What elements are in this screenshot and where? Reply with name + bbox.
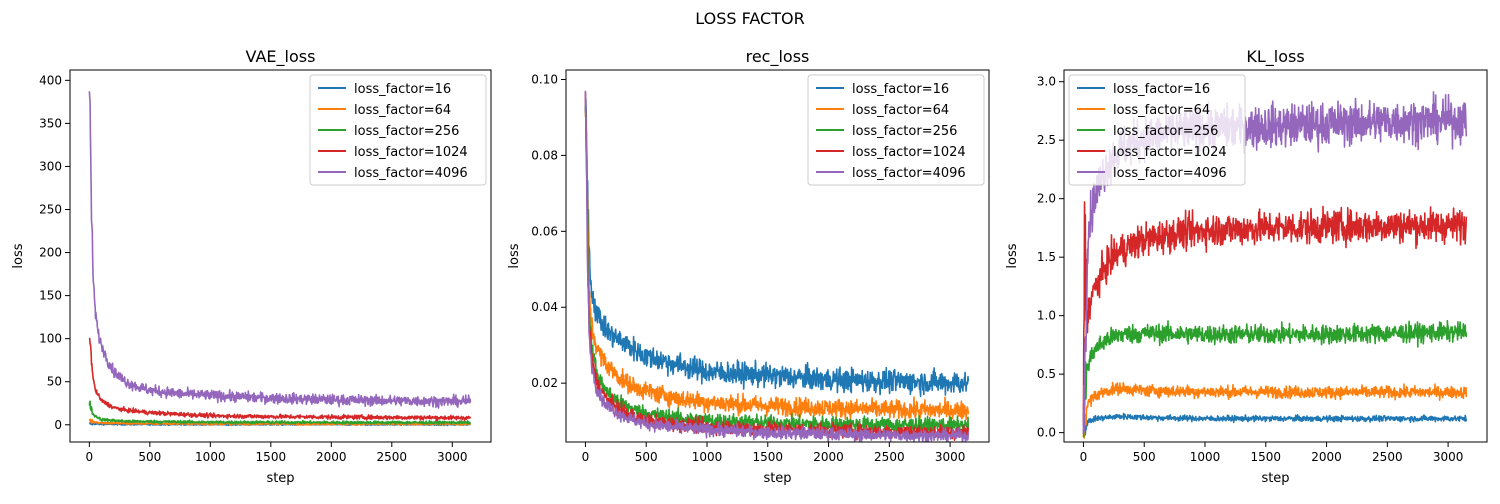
series-line-loss_factor=4096 [584,90,970,442]
series-line-loss_factor=16 [584,98,970,398]
legend-entry: loss_factor=64 [852,103,949,118]
x-tick-label: 1500 [753,450,784,464]
y-tick-label: 0.04 [531,300,558,314]
legend-box [807,74,985,186]
y-tick-label: 0.10 [531,72,558,86]
x-tick-label: 3000 [437,450,468,464]
x-tick-label: 3000 [1433,450,1464,464]
subplot-title: VAE_loss [246,47,316,67]
legend-entry: loss_factor=256 [1113,124,1218,139]
y-tick-label: 1.5 [1037,250,1056,264]
plot-frame [1063,69,1488,443]
y-tick-label: 0.5 [1037,367,1056,381]
legend-box [1068,74,1246,186]
series-line-loss_factor=256 [1082,319,1468,438]
legend-entry: loss_factor=4096 [1113,166,1227,181]
subplot-VAE_loss: VAE_loss 0 500 1000 1500 2000 2500 3000 0 50 100 15… [11,47,492,486]
x-tick-label: 500 [1133,450,1156,464]
x-tick-label: 2500 [1372,450,1403,464]
x-tick-label: 0 [582,450,590,464]
y-tick-label: 400 [39,73,62,87]
x-axis-label: step [266,471,294,486]
y-tick-label: 100 [39,332,62,346]
legend-entry: loss_factor=1024 [354,145,468,160]
subplot-rec_loss: rec_loss 0 500 1000 1500 2000 2500 3000 0.02 0.04… [507,47,990,486]
x-tick-label: 2500 [874,450,905,464]
y-tick-label: 350 [39,116,62,130]
subplot-title: KL_loss [1246,47,1304,67]
series-line-loss_factor=256 [88,400,471,426]
x-axis-label: step [1261,471,1289,486]
x-tick-label: 1000 [1190,450,1221,464]
y-tick-label: 200 [39,246,62,260]
y-axis-label: loss [1005,243,1020,268]
series-line-loss_factor=64 [584,108,970,424]
subplot-KL_loss: KL_loss 0 500 1000 1500 2000 2500 3000 0.0 0.5 1.0… [1005,47,1488,486]
x-tick-label: 2000 [1311,450,1342,464]
y-tick-label: 150 [39,289,62,303]
y-tick-label: 50 [47,375,62,389]
x-tick-label: 2500 [377,450,408,464]
x-axis-label: step [763,471,791,486]
plot-frame [69,69,492,443]
legend-entry: loss_factor=16 [1113,82,1210,97]
legend-entry: loss_factor=4096 [354,166,468,181]
plot-lines [1082,91,1468,439]
legend-box [309,74,487,186]
series-line-loss_factor=4096 [88,91,472,409]
series-line-loss_factor=64 [1082,381,1468,439]
series-line-loss_factor=16 [1082,412,1468,437]
legend-entry: loss_factor=1024 [1113,145,1227,160]
y-tick-label: 250 [39,203,62,217]
x-tick-label: 500 [138,450,161,464]
x-tick-label: 1500 [1251,450,1282,464]
legend-entry: loss_factor=1024 [852,145,966,160]
legend-entry: loss_factor=16 [852,82,949,97]
plot-lines [88,91,472,427]
legend-entry: loss_factor=256 [354,124,459,139]
x-tick-label: 3000 [935,450,966,464]
x-tick-label: 0 [86,450,94,464]
y-tick-label: 2.5 [1037,133,1056,147]
figure-title: LOSS FACTOR [695,9,804,28]
y-axis-label: loss [507,243,522,268]
legend-entry: loss_factor=64 [1113,103,1210,118]
subplot-title: rec_loss [746,47,810,67]
x-tick-label: 1000 [692,450,723,464]
series-line-loss_factor=1024 [1082,201,1468,426]
y-tick-label: 0.08 [531,148,558,162]
x-tick-label: 2000 [316,450,347,464]
legend: loss_factor=16 loss_factor=64 loss_factor=… [807,74,985,186]
x-tick-label: 1500 [256,450,287,464]
x-tick-label: 0 [1080,450,1088,464]
y-tick-label: 0 [54,418,62,432]
x-tick-label: 1000 [195,450,226,464]
y-tick-label: 1.0 [1037,309,1056,323]
series-line-loss_factor=1024 [88,337,472,422]
legend-entry: loss_factor=16 [354,82,451,97]
legend-entry: loss_factor=4096 [852,166,966,181]
y-tick-label: 2.0 [1037,192,1056,206]
plot-lines [584,90,970,442]
y-tick-label: 0.0 [1037,426,1056,440]
y-tick-label: 3.0 [1037,75,1056,89]
plot-frame [565,69,990,443]
y-axis-label: loss [11,243,26,268]
legend-entry: loss_factor=64 [354,103,451,118]
legend-entry: loss_factor=256 [852,124,957,139]
legend: loss_factor=16 loss_factor=64 loss_factor=… [1068,74,1246,186]
y-tick-label: 0.06 [531,224,558,238]
y-tick-label: 300 [39,159,62,173]
y-tick-label: 0.02 [531,376,558,390]
x-tick-label: 2000 [813,450,844,464]
legend: loss_factor=16 loss_factor=64 loss_factor=… [309,74,487,186]
x-tick-label: 500 [635,450,658,464]
